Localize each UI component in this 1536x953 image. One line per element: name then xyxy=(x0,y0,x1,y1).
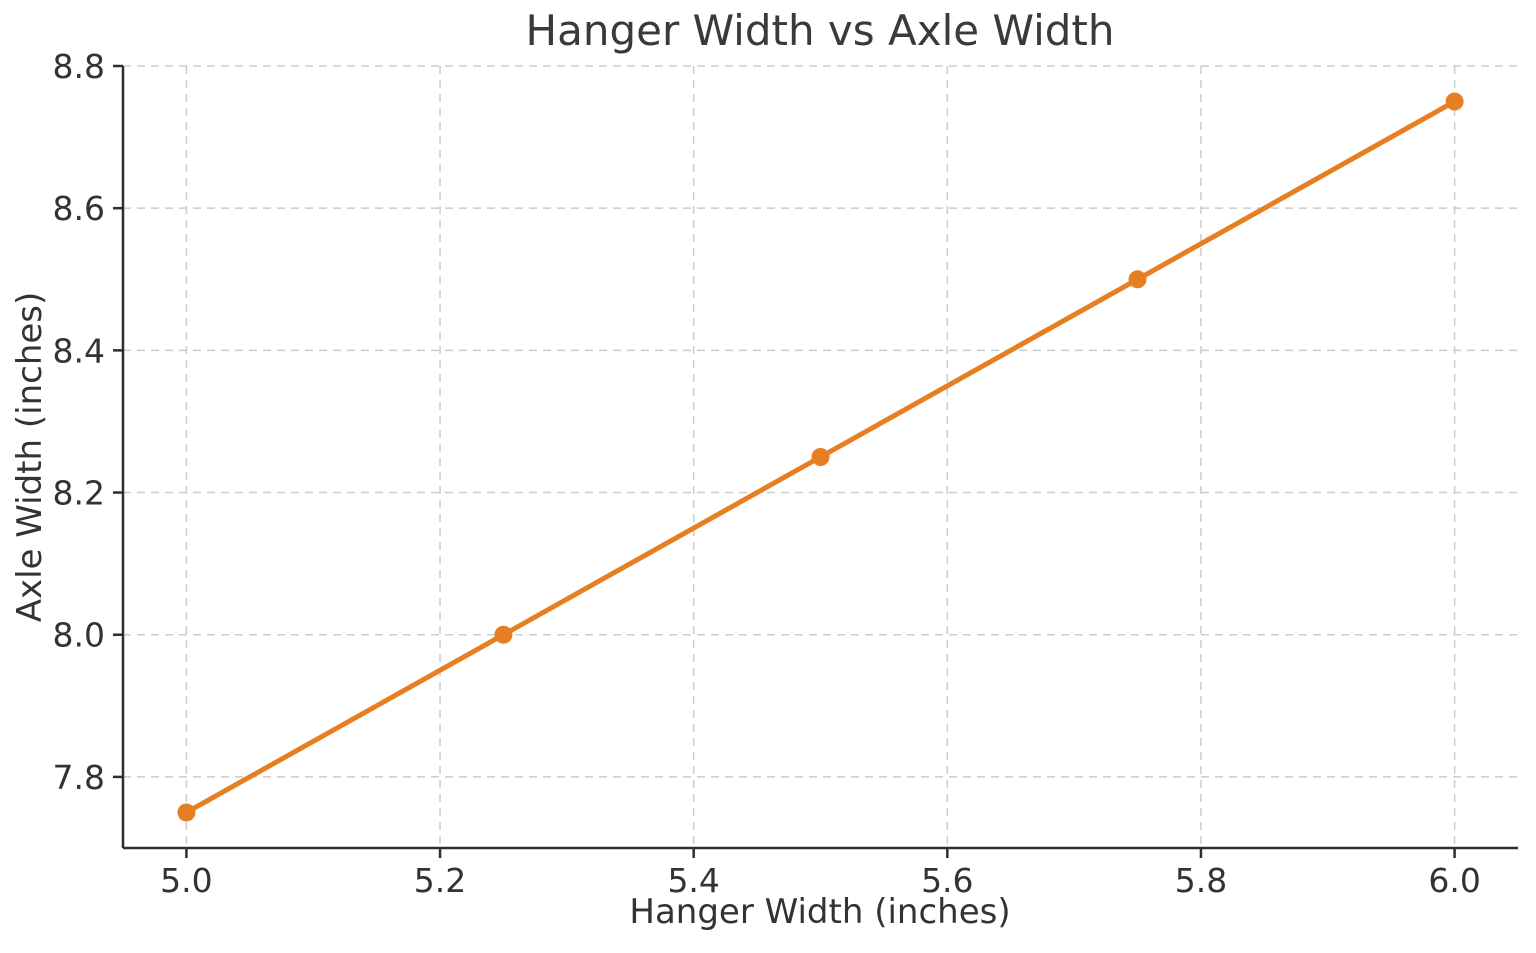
x-tick-label: 5.6 xyxy=(921,861,973,900)
y-tick-label: 8.2 xyxy=(53,474,105,513)
data-point xyxy=(177,803,196,822)
x-tick-label: 5.2 xyxy=(414,861,466,900)
x-tick-label: 5.4 xyxy=(667,861,719,900)
y-tick-label: 7.8 xyxy=(53,758,105,797)
x-axis-label: Hanger Width (inches) xyxy=(629,892,1011,932)
chart-title: Hanger Width vs Axle Width xyxy=(525,6,1115,55)
y-tick-label: 8.6 xyxy=(53,189,105,228)
x-tick-label: 6.0 xyxy=(1428,861,1480,900)
data-point xyxy=(811,448,830,466)
data-point xyxy=(494,625,513,644)
y-axis-label: Axle Width (inches) xyxy=(10,291,50,623)
y-tick-label: 8.0 xyxy=(53,616,105,655)
data-point xyxy=(1128,270,1147,289)
y-tick-label: 8.8 xyxy=(53,47,105,86)
x-tick-label: 5.8 xyxy=(1175,861,1227,900)
data-point xyxy=(1445,92,1464,111)
y-tick-label: 8.4 xyxy=(53,331,105,370)
x-tick-label: 5.0 xyxy=(160,861,212,900)
